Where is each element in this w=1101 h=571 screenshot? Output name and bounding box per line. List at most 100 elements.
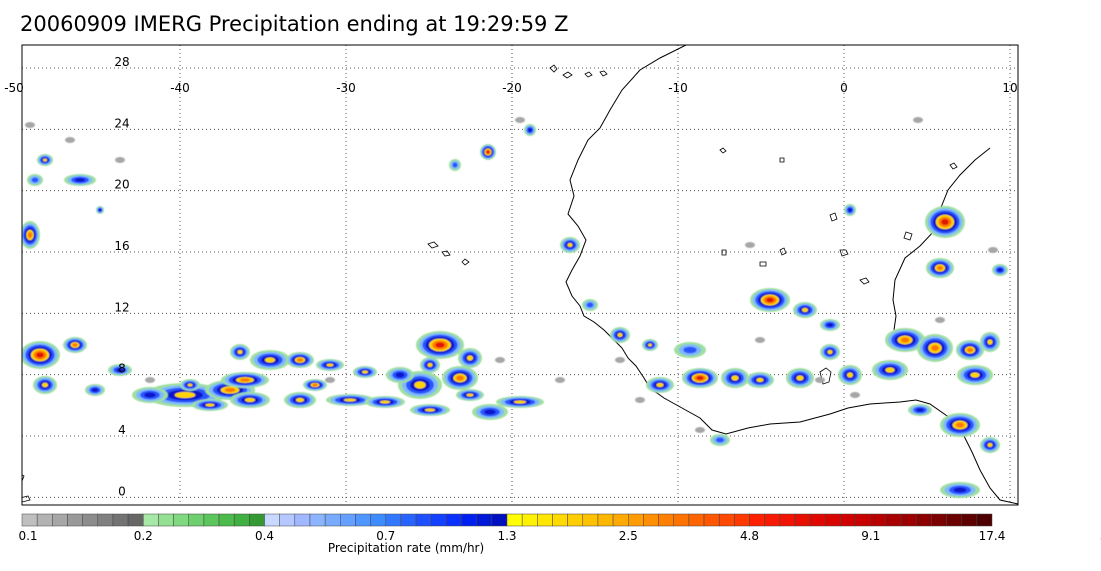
precip-cell-layer [91,388,99,392]
precip-cell-layer [144,392,156,398]
colorbar-swatch [961,513,978,527]
lat-tick-label: 4 [118,423,126,437]
precip-cell-layer [98,208,102,212]
colorbar-swatch [673,513,690,527]
precip-cell-layer [174,391,196,399]
precip-cell-layer [343,398,357,402]
colorbar-swatch [628,513,644,527]
colorbar-swatch [294,513,311,527]
colorbar-swatch [173,513,189,527]
colorbar-swatch [400,513,417,527]
precip-cell-layer [683,346,697,354]
colorbar-swatch [188,513,205,527]
latitude-labels: 28 24 20 16 12 8 4 0 [114,55,129,498]
precip-light-speck [495,357,505,363]
colorbar-swatch [521,513,538,527]
precip-cell-layer [966,347,974,353]
lat-tick-label: 8 [118,362,126,376]
precip-cell-layer [244,397,256,403]
colorbar-swatch [203,513,220,527]
precip-cell-layer [826,323,834,327]
precip-cell-layer [567,242,573,248]
colorbar-swatch [900,513,917,527]
map-title: 20060909 IMERG Precipitation ending at 1… [20,12,569,36]
precip-cell-layer [456,375,464,381]
lat-tick-label: 28 [114,55,129,69]
precip-light-speck [755,337,765,343]
precip-cell-layer [295,397,305,403]
colorbar-swatch [21,513,38,527]
colorbar-tick-label: 2.5 [619,529,638,543]
lat-tick-label: 12 [114,300,129,314]
precip-cell-layer [586,302,594,308]
precip-cell-layer [970,372,980,378]
colorbar-swatch [233,513,250,527]
precip-cell-layer [955,422,965,428]
colorbar-tick-label: 0.2 [134,529,153,543]
colorbar-swatch [703,513,720,527]
colorbar-swatch [461,513,477,527]
precip-cell-layer [72,343,78,347]
map-frame [21,44,1019,506]
precip-cell-layer [484,409,496,415]
colorbar-swatch [309,513,326,527]
precip-cell-layer [237,349,243,355]
colorbar-swatch [749,513,765,527]
precip-cell-layer [27,231,33,239]
precip-cell-layer [936,265,944,271]
lon-tick-label: 10 [1002,81,1017,95]
precip-light-speck [65,137,75,143]
colorbar-swatch [537,513,553,527]
colorbar-swatch [506,513,523,527]
lon-tick-label: -10 [668,81,688,95]
lon-tick-label: -50 [4,81,24,95]
precip-light-speck [615,357,625,363]
colorbar-swatch [976,513,993,527]
precip-cell-layer [796,375,804,381]
colorbar-swatch [643,513,659,527]
colorbar-swatch [370,513,386,527]
precip-cell-layer [361,370,369,374]
precip-cell-layer [987,442,993,448]
colorbar-swatch [340,513,356,527]
lat-tick-label: 24 [114,116,129,130]
colorbar-swatch [158,513,174,527]
colorbar-tick-label: 0.1 [18,529,37,543]
precip-cell-layer [42,158,48,162]
colorbar-tick-label: 0.4 [255,529,274,543]
colorbar-swatch [946,513,962,527]
colorbar-swatch [279,513,296,527]
colorbar-swatch [885,513,902,527]
colorbar-swatch [385,513,402,527]
colorbar-swatch [582,513,599,527]
colorbar-swatch [218,513,235,527]
precip-cell-layer [224,387,236,393]
colorbar-swatch [355,513,371,527]
precip-cell-layer [486,150,490,154]
precip-light-speck [555,377,565,383]
colorbar-swatch [127,513,144,527]
precip-cell-layer [513,400,527,404]
colorbar-swatch [658,513,674,527]
lon-tick-label: -30 [336,81,356,95]
coastline-west-africa [565,45,1018,505]
precip-cell-layer [766,297,774,303]
precip-cell-layer [452,162,458,168]
colorbar-swatch [112,513,129,527]
precip-cell-layer [466,355,474,361]
precip-cell-layer [987,339,993,345]
colorbar-swatch [734,513,750,527]
precip-cell-layer [239,378,251,382]
colorbar-swatch [825,513,841,527]
precip-cell-layer [31,177,39,183]
precip-cell-layer [885,367,895,373]
precip-cell-layer [617,332,623,338]
colorbar-swatch [915,513,932,527]
precip-cell-layer [953,487,967,493]
precip-light-speck [515,117,525,123]
colorbar-swatch [67,513,83,527]
colorbar-swatch [249,513,265,527]
precip-cell-layer [801,307,809,313]
colorbar-swatch [612,513,629,527]
